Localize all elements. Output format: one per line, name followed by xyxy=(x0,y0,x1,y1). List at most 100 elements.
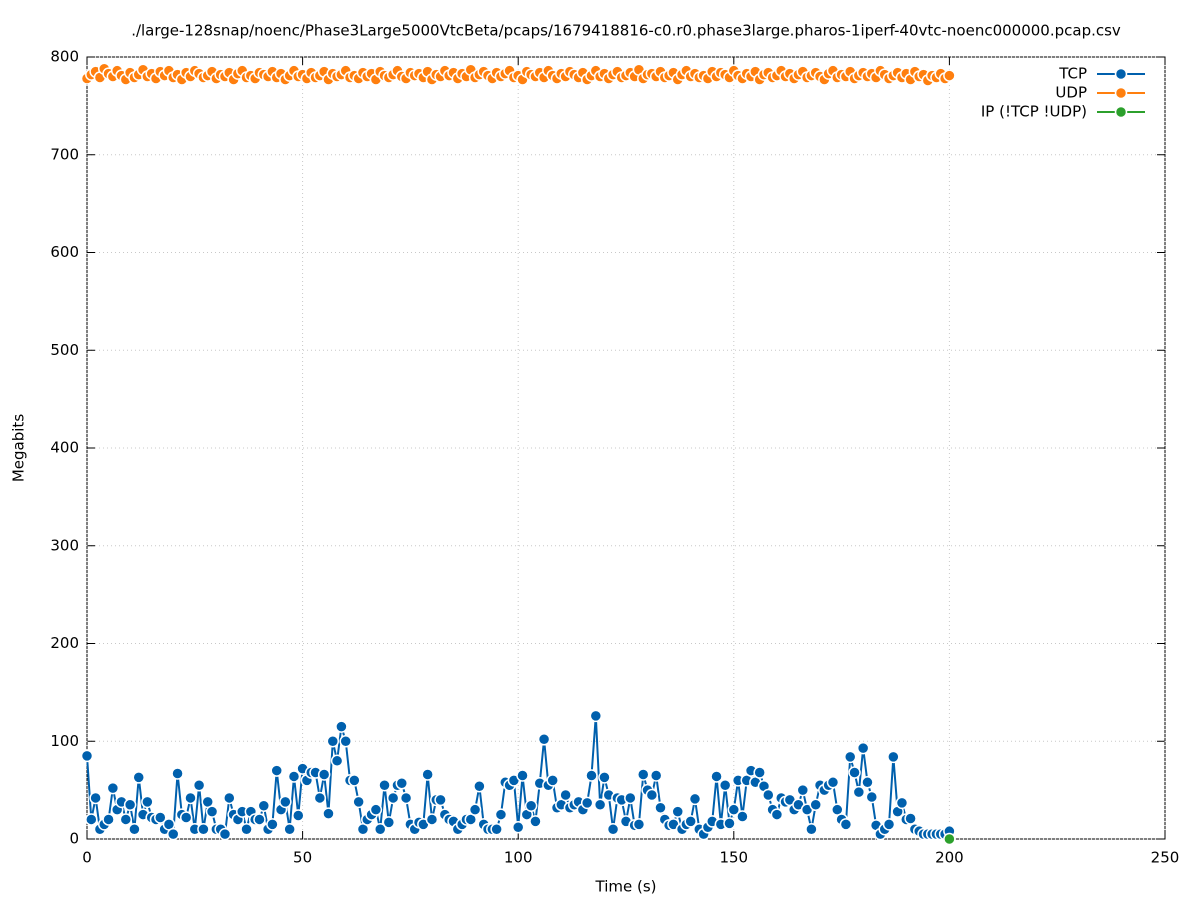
data-point xyxy=(848,766,861,779)
data-point xyxy=(473,779,486,793)
legend-label: IP (!TCP !UDP) xyxy=(981,103,1087,121)
data-point xyxy=(718,778,732,792)
data-point xyxy=(624,791,637,805)
data-point xyxy=(753,766,766,779)
data-point xyxy=(218,827,232,841)
y-tick-label: 500 xyxy=(50,341,79,359)
data-point xyxy=(826,776,840,789)
data-point xyxy=(727,803,741,816)
data-point xyxy=(516,769,529,782)
data-point xyxy=(559,788,572,802)
data-point xyxy=(399,791,413,805)
data-point xyxy=(171,767,184,780)
data-point xyxy=(904,812,917,825)
data-point xyxy=(796,783,810,797)
data-point xyxy=(266,818,279,831)
y-tick-label: 600 xyxy=(50,243,79,261)
data-point xyxy=(369,803,383,816)
y-tick-label: 200 xyxy=(50,634,79,652)
data-point xyxy=(322,807,335,820)
data-point xyxy=(649,769,663,782)
data-point xyxy=(723,817,736,830)
data-point xyxy=(313,791,327,805)
data-point xyxy=(317,768,331,781)
data-point xyxy=(184,791,197,805)
x-axis-label: Time (s) xyxy=(595,878,657,896)
data-point xyxy=(240,822,253,836)
data-point xyxy=(839,818,853,831)
data-point xyxy=(865,790,879,804)
data-point xyxy=(119,813,133,826)
data-point xyxy=(809,798,822,812)
data-point xyxy=(537,733,551,746)
data-point xyxy=(511,821,525,834)
legend-label: TCP xyxy=(1058,65,1087,83)
data-point xyxy=(671,805,684,818)
data-point xyxy=(382,816,396,829)
data-point xyxy=(106,781,120,795)
y-tick-label: 300 xyxy=(50,536,79,554)
data-point xyxy=(425,813,439,826)
data-point xyxy=(843,750,857,764)
legend-label: UDP xyxy=(1055,84,1087,102)
data-point xyxy=(395,777,409,790)
data-point xyxy=(770,808,784,821)
data-point xyxy=(524,799,538,813)
y-tick-label: 400 xyxy=(50,439,79,457)
y-axis-label: Megabits xyxy=(10,414,28,482)
x-tick-label: 250 xyxy=(1151,849,1180,867)
data-point xyxy=(589,709,603,723)
x-tick-label: 50 xyxy=(293,849,312,867)
data-point xyxy=(128,822,141,836)
data-point xyxy=(887,750,900,764)
data-point xyxy=(197,822,210,836)
x-tick-label: 100 xyxy=(504,849,533,867)
y-tick-label: 0 xyxy=(69,830,79,848)
data-point xyxy=(279,795,292,809)
data-point xyxy=(645,788,659,802)
legend-marker xyxy=(1114,86,1128,100)
data-point xyxy=(490,822,503,836)
data-point xyxy=(89,791,102,805)
data-point xyxy=(943,832,956,846)
data-point xyxy=(805,822,818,836)
y-tick-label: 800 xyxy=(50,48,79,66)
data-point xyxy=(330,754,344,768)
x-tick-label: 200 xyxy=(935,849,964,867)
data-point xyxy=(179,811,193,824)
data-point xyxy=(339,735,352,748)
data-point xyxy=(434,793,447,807)
chart-title: ./large-128snap/noenc/Phase3Large5000Vtc… xyxy=(131,22,1121,40)
data-point xyxy=(856,741,870,755)
data-point xyxy=(287,770,301,783)
data-point xyxy=(710,770,723,783)
data-point xyxy=(546,774,559,787)
data-point xyxy=(580,796,594,810)
data-point xyxy=(223,791,236,805)
data-point xyxy=(292,809,305,822)
data-point xyxy=(636,768,650,781)
data-point xyxy=(598,771,611,784)
data-point xyxy=(373,822,387,836)
data-point xyxy=(593,798,607,812)
data-point xyxy=(80,749,94,763)
data-point xyxy=(684,815,697,828)
legend-marker xyxy=(1114,67,1128,81)
x-tick-label: 0 xyxy=(82,849,92,867)
data-point xyxy=(421,768,434,781)
data-point xyxy=(861,776,874,789)
data-point xyxy=(386,791,400,805)
data-point xyxy=(654,801,667,814)
data-point xyxy=(154,811,167,824)
data-point xyxy=(895,796,909,810)
data-point xyxy=(102,813,115,826)
data-point xyxy=(943,69,956,82)
data-point xyxy=(85,813,98,826)
data-point xyxy=(606,822,620,836)
data-point xyxy=(762,788,775,802)
data-point xyxy=(335,720,348,733)
data-point xyxy=(192,778,206,792)
data-point xyxy=(852,785,866,799)
legend-marker xyxy=(1114,105,1128,119)
